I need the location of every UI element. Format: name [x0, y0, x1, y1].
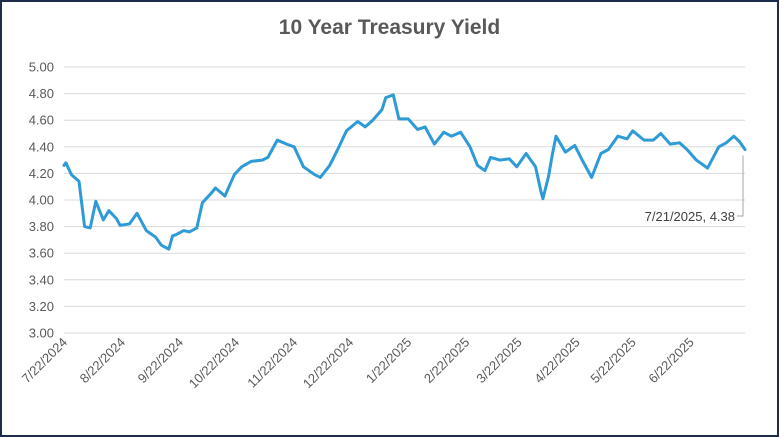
data-point-annotation: 7/21/2025, 4.38 — [645, 209, 735, 224]
x-tick-label: 8/22/2024 — [77, 335, 129, 387]
y-tick-label: 4.20 — [29, 166, 54, 181]
y-tick-label: 3.20 — [29, 299, 54, 314]
x-tick-label: 6/22/2025 — [645, 335, 697, 387]
x-tick-label: 12/22/2024 — [300, 335, 357, 392]
y-tick-label: 5.00 — [29, 60, 54, 75]
x-tick-label: 2/22/2025 — [421, 335, 473, 387]
x-axis-ticks: 7/22/2024 8/22/2024 9/22/2024 10/22/2024 11/… — [19, 335, 697, 392]
x-tick-label: 5/22/2025 — [587, 335, 639, 387]
y-tick-label: 3.40 — [29, 272, 54, 287]
y-axis-ticks: 5.00 4.80 4.60 4.40 4.20 4.00 3.80 3.60 3.40 3.20… — [29, 60, 54, 341]
y-tick-label: 4.40 — [29, 139, 54, 154]
x-tick-label: 11/22/2024 — [244, 335, 300, 391]
x-tick-label: 10/22/2024 — [186, 335, 243, 392]
x-tick-label: 3/22/2025 — [473, 335, 525, 387]
x-tick-label: 7/22/2024 — [19, 335, 71, 387]
annotation-leader-line — [737, 155, 744, 217]
y-tick-label: 4.00 — [29, 193, 54, 208]
x-tick-label: 1/22/2025 — [363, 335, 415, 387]
y-tick-label: 3.60 — [29, 246, 54, 261]
y-tick-label: 3.80 — [29, 219, 54, 234]
chart-title: 10 Year Treasury Yield — [278, 16, 501, 39]
series-line — [62, 93, 747, 251]
x-tick-label: 9/22/2024 — [135, 335, 187, 387]
y-tick-label: 4.60 — [29, 113, 54, 128]
y-tick-label: 4.80 — [29, 86, 54, 101]
x-tick-label: 4/22/2025 — [531, 335, 583, 387]
y-tick-label: 3.00 — [29, 326, 54, 341]
gridlines — [64, 66, 745, 334]
